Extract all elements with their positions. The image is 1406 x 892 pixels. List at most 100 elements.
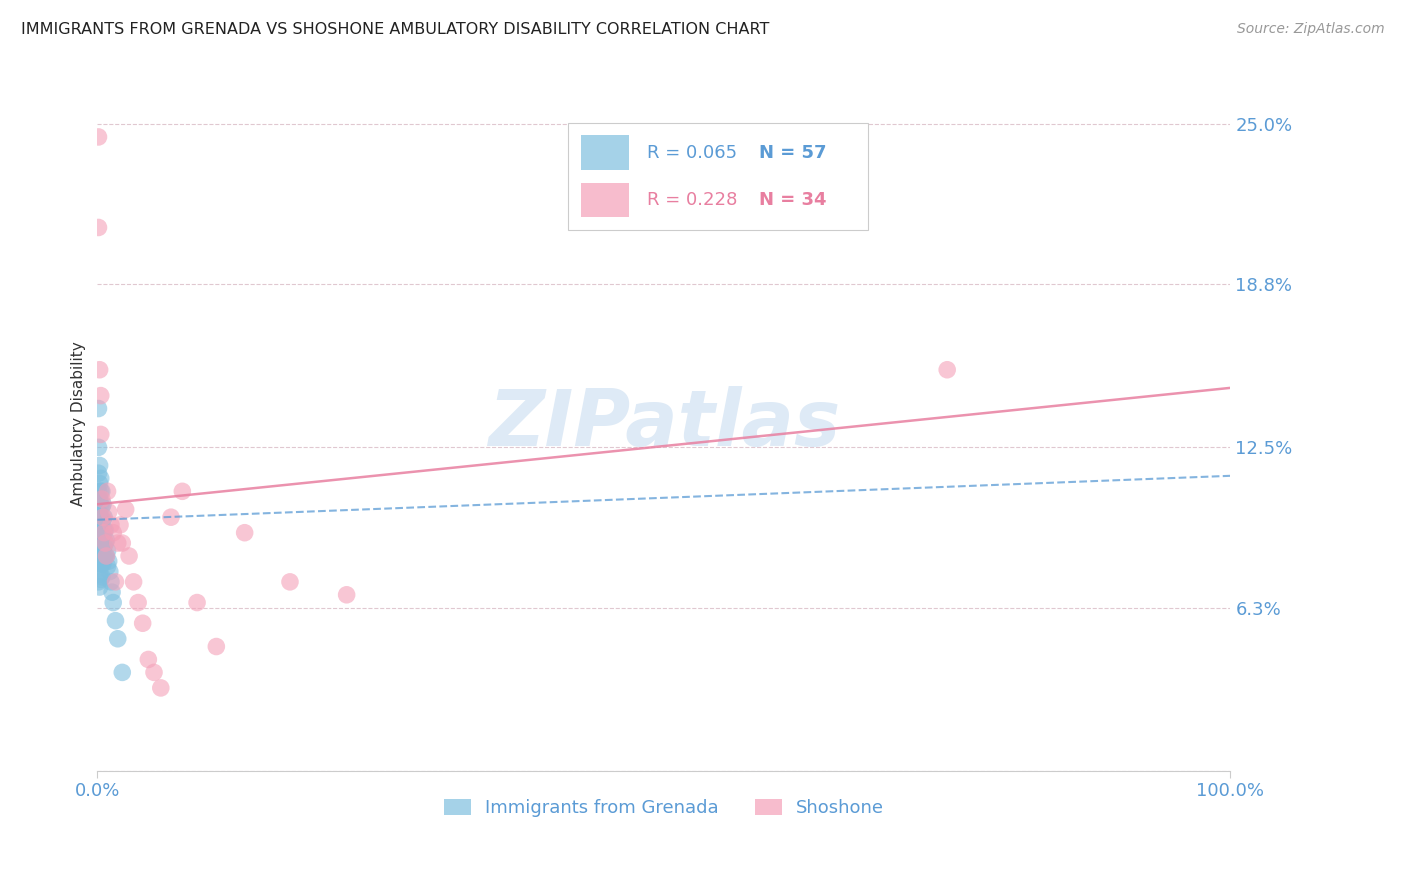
Point [93, 525, 115, 540]
Point [233, 525, 256, 540]
FancyBboxPatch shape [568, 122, 868, 230]
Point [96, 484, 118, 499]
Point [87, 467, 110, 481]
Point [104, 614, 127, 628]
Point [89, 492, 111, 507]
Point [89, 523, 111, 537]
Point [96, 559, 118, 574]
Text: R = 0.228: R = 0.228 [647, 191, 737, 209]
Point [149, 681, 172, 695]
Point [205, 640, 228, 654]
Text: ZIPatlas: ZIPatlas [488, 386, 839, 462]
Point [89, 508, 111, 522]
Point [87, 505, 110, 519]
Point [90, 471, 112, 485]
Point [131, 616, 153, 631]
Point [111, 536, 134, 550]
Point [98, 565, 121, 579]
Point [90, 541, 112, 556]
Point [90, 484, 112, 499]
Point [89, 551, 111, 566]
Point [103, 596, 125, 610]
Point [89, 580, 111, 594]
Point [93, 510, 115, 524]
Point [100, 574, 122, 589]
Point [96, 549, 118, 563]
Point [97, 505, 120, 519]
Point [90, 389, 112, 403]
Point [94, 536, 117, 550]
Point [89, 458, 111, 473]
Point [91, 557, 114, 571]
Point [90, 497, 112, 511]
Point [90, 484, 112, 499]
Point [160, 510, 183, 524]
Point [87, 539, 110, 553]
Point [90, 557, 112, 571]
Point [90, 528, 112, 542]
Point [89, 476, 111, 491]
Text: Source: ZipAtlas.com: Source: ZipAtlas.com [1237, 22, 1385, 37]
Legend: Immigrants from Grenada, Shoshone: Immigrants from Grenada, Shoshone [436, 791, 891, 824]
Point [96, 544, 118, 558]
Text: R = 0.065: R = 0.065 [647, 144, 737, 161]
Point [90, 500, 112, 514]
Point [91, 497, 114, 511]
Point [87, 441, 110, 455]
Y-axis label: Ambulatory Disability: Ambulatory Disability [72, 342, 86, 507]
Point [87, 484, 110, 499]
Point [108, 518, 131, 533]
Point [93, 523, 115, 537]
FancyBboxPatch shape [581, 183, 628, 217]
Point [94, 536, 117, 550]
Point [89, 539, 111, 553]
Point [87, 401, 110, 416]
Point [90, 541, 112, 556]
Point [118, 549, 141, 563]
Point [336, 588, 359, 602]
Point [90, 513, 112, 527]
FancyBboxPatch shape [581, 136, 628, 169]
Point [111, 665, 134, 680]
Point [87, 574, 110, 589]
Point [90, 492, 112, 507]
Point [91, 528, 114, 542]
Point [91, 541, 114, 556]
Point [93, 539, 115, 553]
Point [91, 513, 114, 527]
Point [90, 570, 112, 584]
Point [127, 596, 149, 610]
Point [93, 551, 115, 566]
Point [138, 652, 160, 666]
Point [97, 554, 120, 568]
Point [89, 567, 111, 582]
Point [107, 632, 129, 646]
Point [90, 572, 112, 586]
Point [87, 557, 110, 571]
Text: N = 57: N = 57 [759, 144, 827, 161]
Point [100, 518, 122, 533]
Point [89, 363, 111, 377]
Point [122, 574, 145, 589]
Point [90, 427, 112, 442]
Text: IMMIGRANTS FROM GRENADA VS SHOSHONE AMBULATORY DISABILITY CORRELATION CHART: IMMIGRANTS FROM GRENADA VS SHOSHONE AMBU… [21, 22, 769, 37]
Point [103, 525, 125, 540]
Point [87, 523, 110, 537]
Point [104, 574, 127, 589]
Point [94, 549, 117, 563]
Point [94, 523, 117, 537]
Text: N = 34: N = 34 [759, 191, 827, 209]
Point [90, 528, 112, 542]
Point [96, 533, 118, 548]
Point [114, 502, 136, 516]
Point [87, 220, 110, 235]
Point [101, 585, 124, 599]
Point [96, 549, 118, 563]
Point [172, 484, 194, 499]
Point [87, 130, 110, 145]
Point [143, 665, 166, 680]
Point [107, 536, 129, 550]
Point [186, 596, 208, 610]
Point [278, 574, 301, 589]
Point [91, 510, 114, 524]
